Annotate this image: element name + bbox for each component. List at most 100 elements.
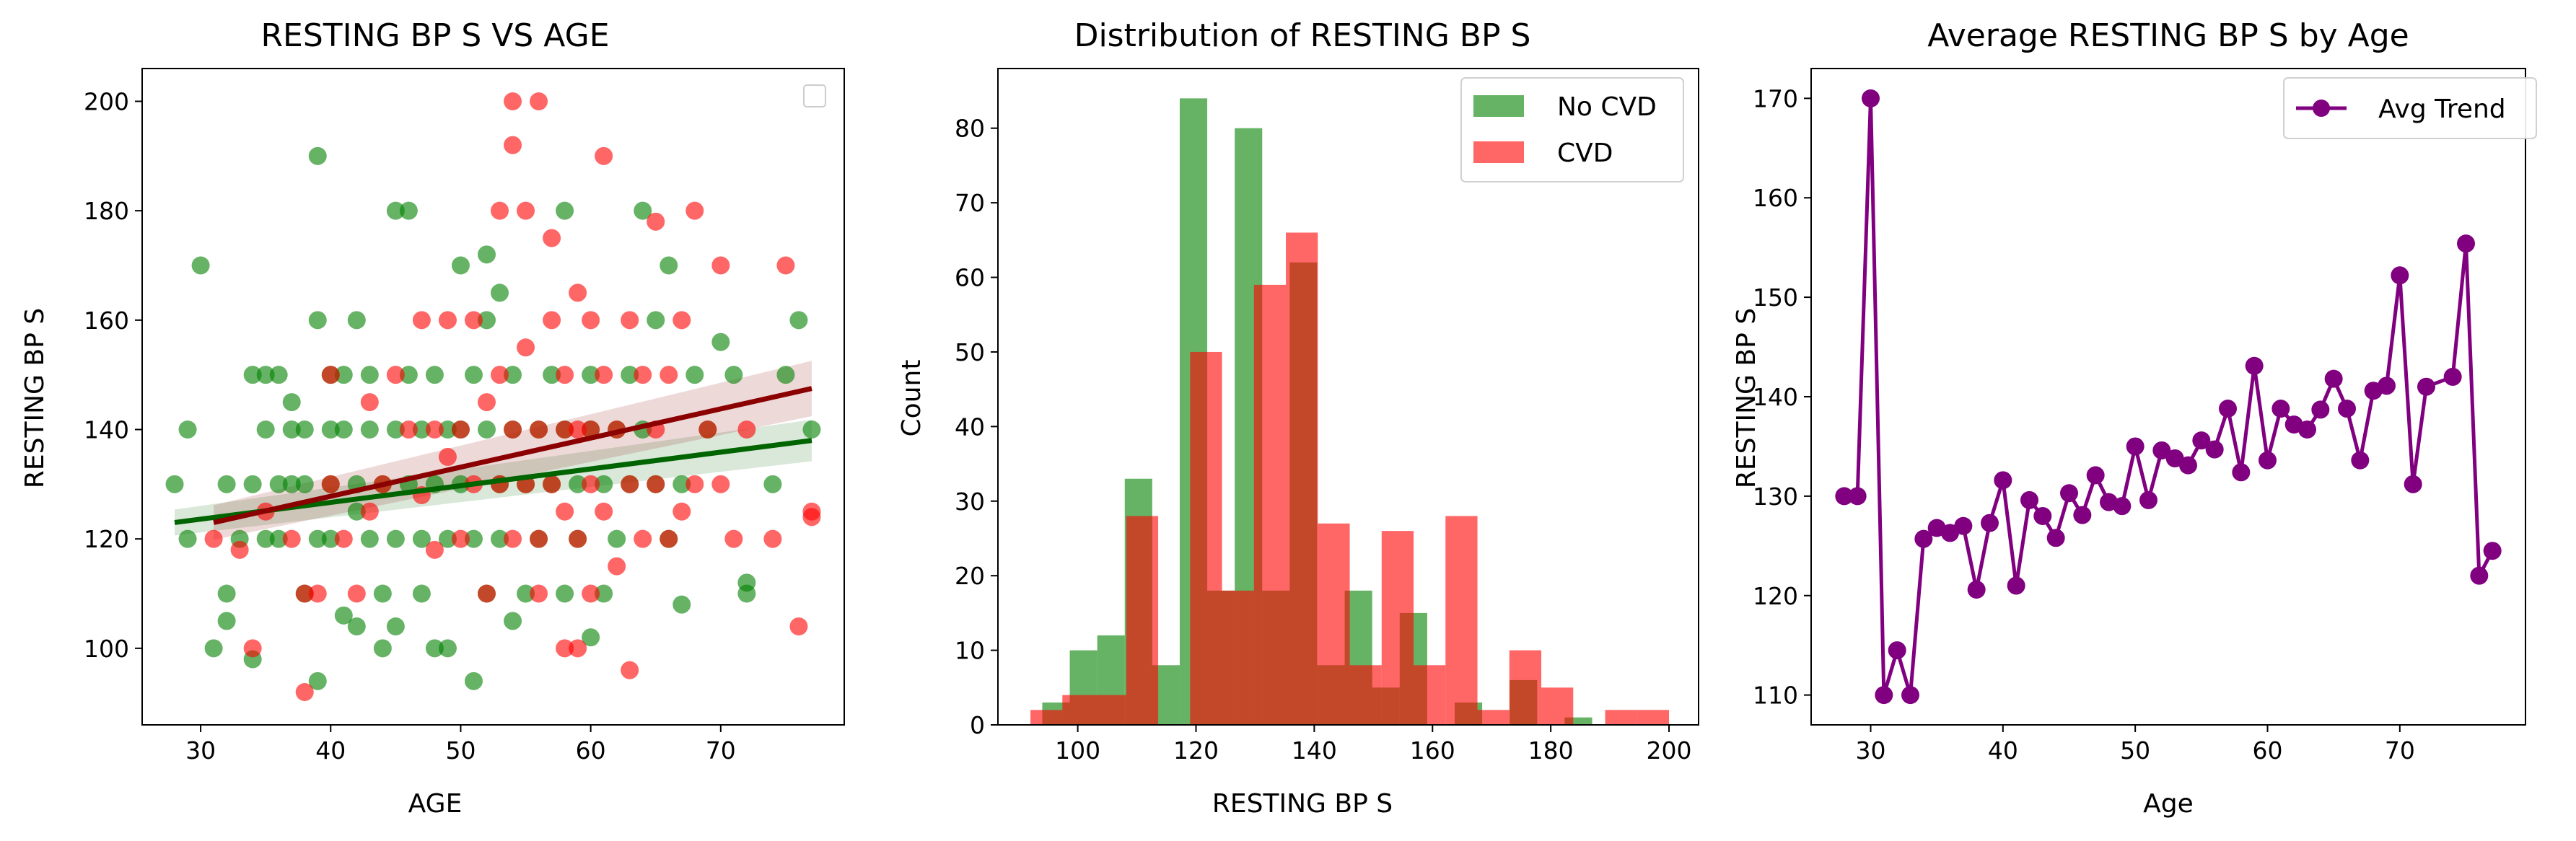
histogram-bar-cvd	[1637, 710, 1670, 725]
scatter-point-no-cvd	[504, 612, 522, 630]
x-tick-label: 50	[2120, 736, 2150, 765]
scatter-point-cvd	[504, 136, 522, 154]
scatter-point-no-cvd	[464, 672, 483, 690]
scatter-point-no-cvd	[464, 366, 483, 384]
histogram-bar-cvd	[1126, 516, 1159, 725]
avg-trend-point	[2165, 449, 2184, 467]
x-tick-label: 100	[1055, 736, 1100, 765]
scatter-point-cvd	[556, 366, 574, 384]
line-plot-area: 30 40 50 60 70 110 120 130 140 150 160 170	[1753, 68, 2526, 765]
scatter-point-no-cvd	[399, 366, 418, 384]
scatter-point-no-cvd	[451, 256, 470, 275]
scatter-marks	[165, 92, 821, 701]
scatter-point-cvd	[621, 475, 639, 493]
line-legend: Avg Trend	[2283, 77, 2537, 139]
y-tick-label: 160	[84, 307, 129, 335]
scatter-point-cvd	[569, 529, 587, 548]
scatter-point-no-cvd	[308, 146, 327, 165]
scatter-point-cvd	[634, 529, 652, 548]
scatter-point-cvd	[230, 540, 249, 559]
avg-trend-point	[2483, 542, 2502, 560]
x-tick-label: 30	[1856, 736, 1886, 765]
scatter-point-no-cvd	[191, 256, 210, 275]
scatter-point-no-cvd	[321, 529, 340, 548]
scatter-point-no-cvd	[373, 639, 392, 658]
scatter-point-cvd	[504, 529, 522, 548]
histogram-plot-area: 100 120 140 160 180 200 0 10 20 30 40 50 60 70 80	[955, 68, 1699, 765]
histogram-bar-cvd	[1094, 695, 1126, 725]
y-tick-label: 120	[1753, 582, 1798, 610]
scatter-point-cvd	[582, 420, 600, 439]
scatter-xlabel: AGE	[408, 789, 463, 819]
histogram-ylabel: Count	[897, 360, 926, 437]
scatter-point-cvd	[412, 311, 431, 330]
y-tick-label: 170	[1753, 84, 1798, 113]
avg-trend-point	[1967, 580, 1986, 599]
scatter-point-cvd	[685, 201, 704, 220]
x-tick-label: 120	[1173, 736, 1219, 765]
scatter-point-cvd	[776, 256, 795, 275]
y-tick-label: 180	[84, 197, 129, 225]
avg-trend-point	[1835, 487, 1854, 506]
scatter-point-cvd	[763, 529, 782, 548]
y-tick-label: 50	[955, 338, 985, 366]
scatter-point-cvd	[556, 420, 574, 439]
scatter-point-cvd	[595, 366, 613, 384]
line-panel: Average RESTING BP S by Age Age RESTING …	[1732, 17, 2537, 819]
avg-trend-point	[2391, 266, 2409, 285]
scatter-point-no-cvd	[477, 245, 496, 264]
scatter-point-no-cvd	[165, 475, 184, 493]
avg-trend-point	[2007, 576, 2025, 595]
scatter-point-no-cvd	[647, 311, 665, 330]
scatter-point-no-cvd	[776, 366, 795, 384]
scatter-ylabel: RESTING BP S	[20, 308, 50, 488]
scatter-point-cvd	[595, 502, 613, 521]
histogram-legend: No CVD CVD	[1460, 77, 1684, 182]
scatter-point-no-cvd	[217, 612, 236, 630]
scatter-point-no-cvd	[178, 529, 197, 548]
scatter-point-cvd	[608, 557, 626, 576]
scatter-point-cvd	[673, 311, 691, 330]
x-tick-label: 200	[1647, 736, 1692, 765]
avg-trend-point	[2259, 451, 2277, 470]
scatter-point-no-cvd	[360, 420, 379, 439]
histogram-bar-cvd	[1509, 650, 1542, 725]
scatter-point-cvd	[530, 92, 548, 110]
scatter-point-no-cvd	[399, 201, 418, 220]
scatter-point-cvd	[621, 661, 639, 679]
scatter-point-no-cvd	[269, 475, 288, 493]
scatter-point-no-cvd	[347, 311, 366, 330]
avg-trend-point	[2219, 400, 2237, 418]
y-tick-label: 40	[955, 413, 985, 441]
scatter-point-cvd	[543, 229, 561, 247]
avg-trend-point	[1862, 89, 1880, 107]
scatter-point-no-cvd	[243, 475, 262, 493]
x-tick-label: 40	[315, 736, 346, 765]
histogram-bar-cvd	[1349, 665, 1382, 725]
histogram-bar-cvd	[1477, 710, 1510, 725]
scatter-point-no-cvd	[582, 628, 600, 647]
histogram-title: Distribution of RESTING BP S	[1074, 17, 1531, 54]
x-tick-label: 60	[2253, 736, 2283, 765]
scatter-point-cvd	[569, 639, 587, 658]
x-tick-label: 70	[2385, 736, 2415, 765]
scatter-point-cvd	[334, 529, 353, 548]
histogram-axes-frame	[997, 68, 1699, 726]
histogram-bar-cvd	[1414, 665, 1446, 725]
x-tick-label: 40	[1988, 736, 2018, 765]
scatter-title: RESTING BP S VS AGE	[260, 17, 609, 54]
scatter-point-cvd	[582, 584, 600, 603]
scatter-point-no-cvd	[373, 584, 392, 603]
scatter-panel: RESTING BP S VS AGE AGE RESTING BP S 30 4…	[20, 17, 845, 819]
y-tick-label: 160	[1753, 184, 1798, 212]
scatter-point-cvd	[556, 639, 574, 658]
scatter-point-cvd	[802, 508, 821, 527]
scatter-point-no-cvd	[386, 529, 405, 548]
avg-trend-point	[2205, 440, 2224, 459]
avg-trend-line	[1844, 98, 2494, 696]
scatter-point-no-cvd	[386, 420, 405, 439]
scatter-axes: 30 40 50 60 70 100 120 140 160 180 200	[84, 88, 736, 765]
scatter-point-no-cvd	[491, 283, 509, 302]
scatter-empty-legend	[803, 84, 826, 107]
scatter-point-cvd	[425, 540, 444, 559]
